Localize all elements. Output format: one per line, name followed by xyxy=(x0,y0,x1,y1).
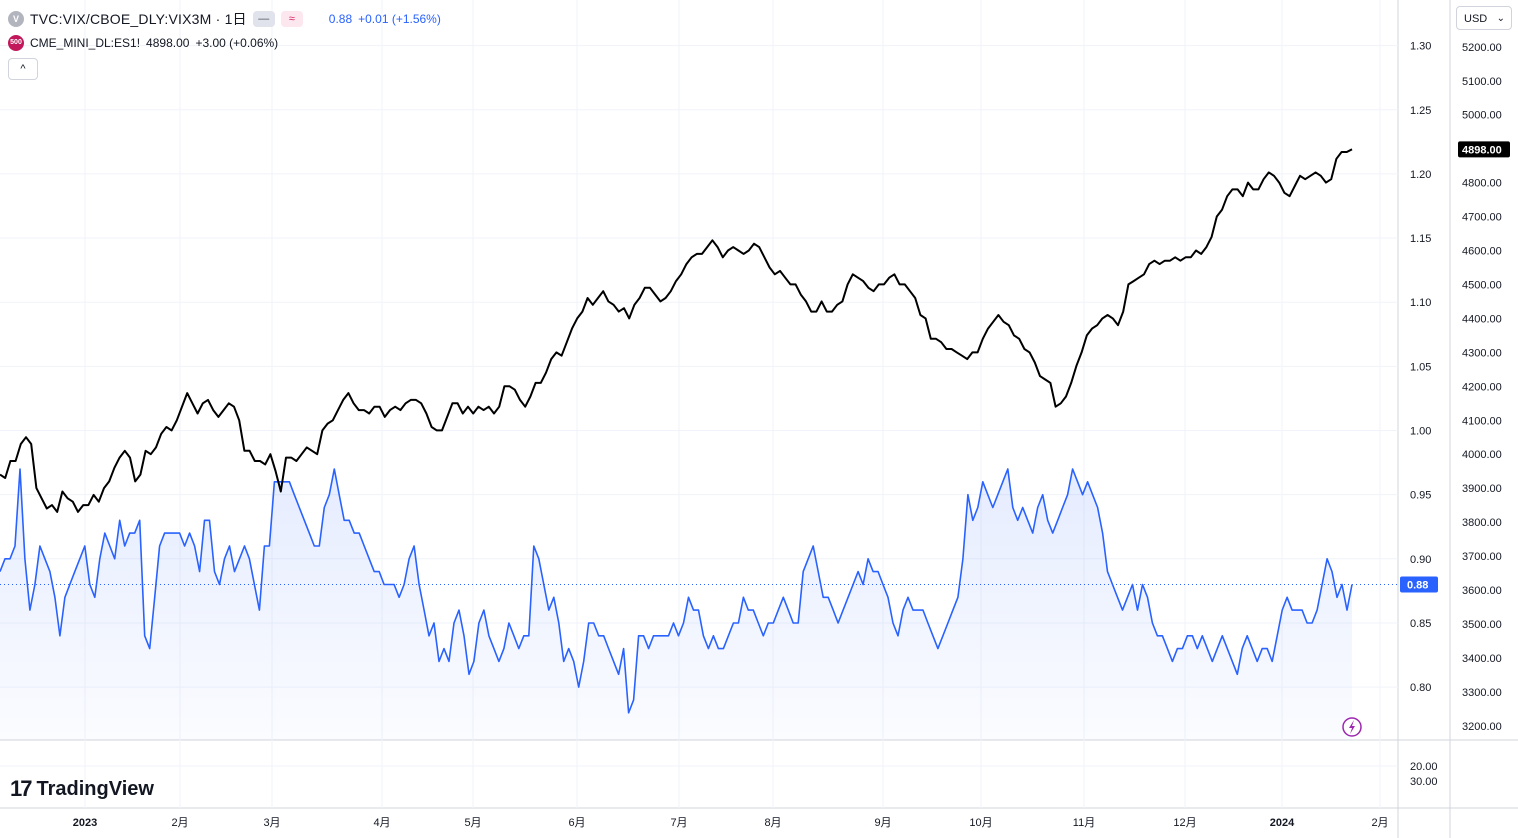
ratio-tick-label: 0.95 xyxy=(1410,490,1431,502)
time-tick-label: 11月 xyxy=(1073,817,1095,829)
lightning-icon[interactable] xyxy=(1342,717,1362,737)
es-last-value-tag-label: 4898.00 xyxy=(1462,144,1502,156)
price-tick-label: 3900.00 xyxy=(1462,483,1502,495)
vix-ratio-line xyxy=(0,468,1353,714)
vix-change: +0.01 (+1.56%) xyxy=(358,12,441,26)
price-tick-label: 4100.00 xyxy=(1462,415,1502,427)
price-tick-label: 3700.00 xyxy=(1462,551,1502,563)
ratio-tick-label: 0.80 xyxy=(1410,682,1431,694)
es-symbol-logo: 500 xyxy=(8,35,24,51)
collapse-legend-button[interactable]: ^ xyxy=(8,58,38,80)
price-tick-label: 3500.00 xyxy=(1462,619,1502,631)
currency-label: USD xyxy=(1464,13,1488,25)
time-tick-label: 4月 xyxy=(373,817,390,829)
chevron-up-icon: ^ xyxy=(20,63,26,75)
time-tick-label: 9月 xyxy=(874,817,891,829)
ratio-tick-label: 1.00 xyxy=(1410,426,1431,438)
price-tick-label: 3300.00 xyxy=(1462,687,1502,699)
price-tick-label: 3200.00 xyxy=(1462,721,1502,733)
ratio-tick-label: 1.10 xyxy=(1410,297,1431,309)
vix-last-value-tag xyxy=(1400,576,1438,593)
ratio-tick-label: 0.90 xyxy=(1410,554,1431,566)
tradingview-logo[interactable]: 17 TradingView xyxy=(10,776,154,802)
vix-last-value: 0.88 xyxy=(328,12,353,26)
currency-selector[interactable]: USD ⌄ xyxy=(1456,6,1512,30)
ratio-tick-label: 0.85 xyxy=(1410,618,1431,630)
price-tick-label: 5200.00 xyxy=(1462,42,1502,54)
time-tick-label: 2023 xyxy=(73,817,97,829)
time-tick-label: 2月 xyxy=(1371,817,1388,829)
price-tick-label: 4200.00 xyxy=(1462,381,1502,393)
price-tick-label: 4000.00 xyxy=(1462,449,1502,461)
price-tick-label: 4400.00 xyxy=(1462,313,1502,325)
vix-last-value-tag-label: 0.88 xyxy=(1407,579,1428,591)
tradingview-mark-icon: 17 xyxy=(10,776,33,801)
price-tick-label: 4700.00 xyxy=(1462,212,1502,224)
vix-symbol-title[interactable]: TVC:VIX/CBOE_DLY:VIX3M · 1日 xyxy=(30,11,247,27)
price-tick-label: 5000.00 xyxy=(1462,110,1502,122)
tradingview-wordmark: TradingView xyxy=(36,777,154,800)
price-tick-label: 4500.00 xyxy=(1462,279,1502,291)
ratio-tick-label: 1.05 xyxy=(1410,361,1431,373)
lower-pane-tick-label: 20.00 xyxy=(1410,761,1438,773)
time-tick-label: 10月 xyxy=(969,817,992,829)
es-last-value-tag xyxy=(1458,141,1510,158)
es-symbol-title[interactable]: CME_MINI_DL:ES1! xyxy=(30,36,141,50)
ratio-tick-label: 1.30 xyxy=(1410,41,1431,53)
price-tick-label: 3600.00 xyxy=(1462,585,1502,597)
price-tick-label: 3400.00 xyxy=(1462,653,1502,665)
time-tick-label: 2月 xyxy=(171,817,188,829)
price-tick-label: 3800.00 xyxy=(1462,517,1502,529)
es-change: +3.00 (+0.06%) xyxy=(195,36,279,50)
es-last-value: 4898.00 xyxy=(146,36,190,50)
ratio-tick-label: 1.25 xyxy=(1410,105,1431,117)
price-tick-label: 4800.00 xyxy=(1462,178,1502,190)
ratio-tick-label: 1.20 xyxy=(1410,169,1431,181)
approx-icon[interactable]: ≈ xyxy=(280,11,303,27)
price-tick-label: 4600.00 xyxy=(1462,246,1502,258)
vix-area-fill xyxy=(0,469,1352,740)
lower-pane-tick-label: 30.00 xyxy=(1410,776,1438,788)
time-tick-label: 8月 xyxy=(764,817,781,829)
price-tick-label: 4300.00 xyxy=(1462,347,1502,359)
time-tick-label: 6月 xyxy=(568,817,585,829)
price-tick-label: 5100.00 xyxy=(1462,76,1502,88)
vix-symbol-logo: V xyxy=(8,11,24,27)
minus-icon[interactable]: — xyxy=(252,11,275,27)
chevron-down-icon: ⌄ xyxy=(1496,13,1505,24)
ratio-tick-label: 1.15 xyxy=(1410,233,1431,245)
time-tick-label: 3月 xyxy=(263,817,280,829)
time-tick-label: 7月 xyxy=(670,817,687,829)
legend-es-row[interactable]: 500 CME_MINI_DL:ES1! 4898.00 +3.00 (+0.0… xyxy=(8,35,278,51)
lightning-icon-bolt xyxy=(1349,720,1355,734)
time-tick-label: 5月 xyxy=(464,817,481,829)
time-tick-label: 12月 xyxy=(1173,817,1196,829)
es-price-line xyxy=(0,148,1353,513)
legend-vix-row[interactable]: V TVC:VIX/CBOE_DLY:VIX3M · 1日 — ≈ 0.88 +… xyxy=(8,9,441,29)
time-tick-label: 2024 xyxy=(1270,817,1295,829)
